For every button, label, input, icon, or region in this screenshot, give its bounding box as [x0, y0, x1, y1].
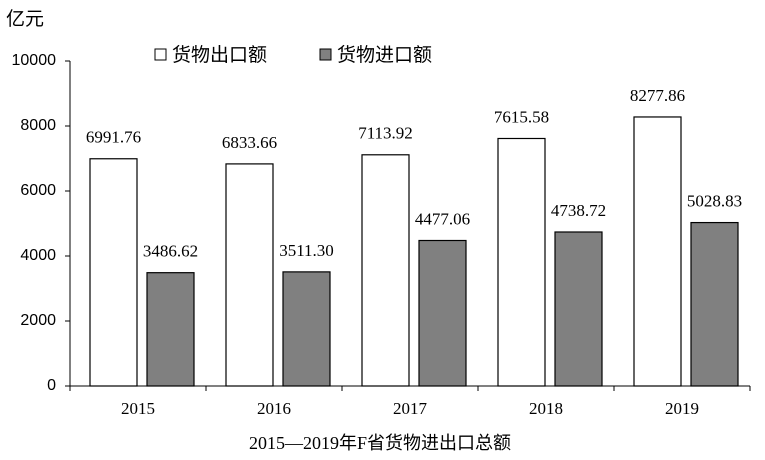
value-label: 5028.83: [687, 191, 742, 210]
legend-swatch: [154, 48, 167, 61]
bar: [361, 154, 410, 387]
y-tick-label: 6000: [20, 182, 56, 199]
value-label: 4477.06: [415, 209, 470, 228]
value-label: 3511.30: [279, 241, 334, 260]
bar: [225, 163, 274, 387]
value-label: 7615.58: [494, 107, 549, 126]
y-tick-label: 8000: [20, 117, 56, 134]
y-tick-label: 10000: [12, 52, 57, 69]
value-label: 8277.86: [630, 86, 685, 105]
legend-label: 货物进口额: [337, 44, 432, 66]
bar: [690, 221, 739, 387]
legend-swatch: [319, 48, 332, 61]
value-label: 7113.92: [358, 124, 413, 143]
x-tick-label: 2016: [257, 399, 291, 418]
y-tick-label: 0: [47, 377, 56, 394]
x-tick-label: 2017: [393, 399, 428, 418]
value-label: 6991.76: [86, 128, 141, 147]
bar: [146, 272, 195, 387]
value-label: 6833.66: [222, 133, 277, 152]
legend-label: 货物出口额: [172, 44, 267, 66]
y-tick-label: 4000: [20, 247, 56, 264]
y-unit: 亿元: [6, 8, 44, 30]
y-tick-label: 2000: [20, 312, 56, 329]
value-label: 4738.72: [551, 201, 606, 220]
bar: [282, 271, 331, 387]
bar: [89, 158, 138, 387]
value-label: 3486.62: [143, 242, 198, 261]
bar: [633, 116, 682, 387]
bar: [554, 231, 603, 387]
x-tick-label: 2015: [121, 399, 155, 418]
x-tick-label: 2019: [665, 399, 699, 418]
bar: [418, 239, 467, 387]
chart-title: 2015—2019年F省货物进出口总额: [249, 433, 511, 453]
x-tick-label: 2018: [529, 399, 563, 418]
bar: [497, 137, 546, 387]
